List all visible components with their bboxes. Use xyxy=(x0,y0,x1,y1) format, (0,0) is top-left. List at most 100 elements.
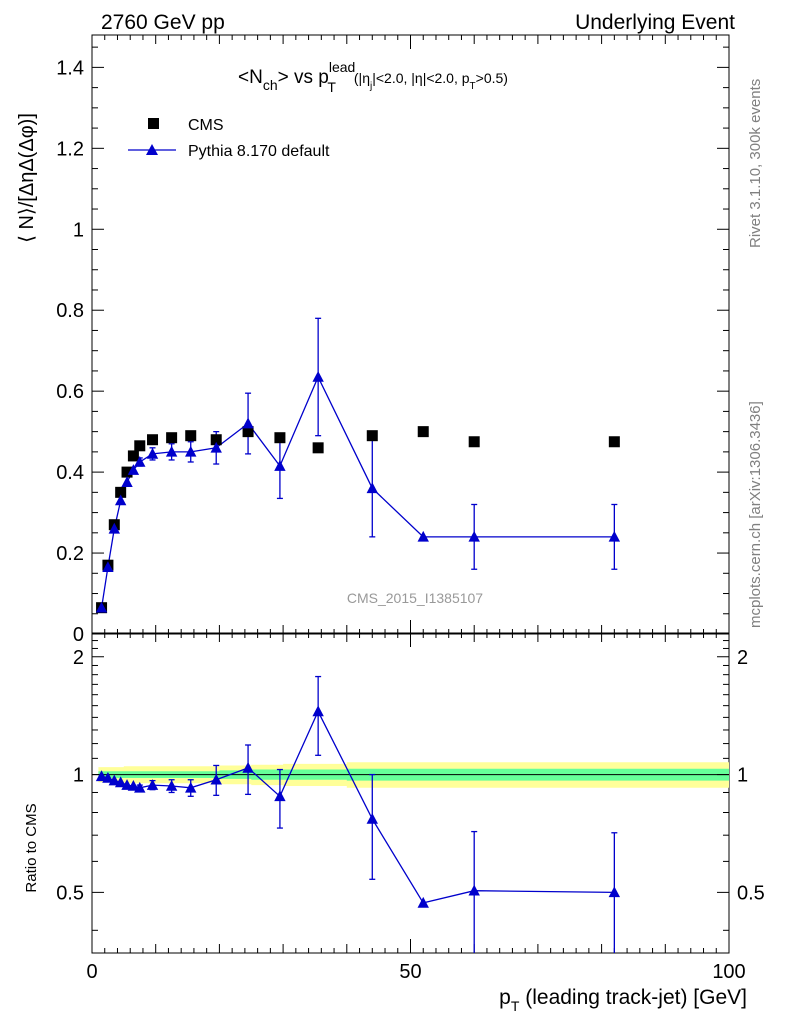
cms-point xyxy=(147,434,159,446)
formula-sub-j: j xyxy=(369,81,372,92)
legend-cms-marker xyxy=(148,118,159,129)
x-axis-label-sub: T xyxy=(511,998,520,1014)
y-tick-label: 0.8 xyxy=(56,300,84,322)
ratio-pythia-point xyxy=(108,774,120,786)
cms-point xyxy=(366,430,378,442)
ratio-pythia-point xyxy=(274,790,286,802)
mcplots-label: mcplots.cern.ch [arXiv:1306.3436] xyxy=(747,401,764,628)
ratio-tick-label-right: 0.5 xyxy=(737,882,765,904)
cms-point xyxy=(242,426,254,438)
x-tick-label: 50 xyxy=(399,961,421,983)
cms-point xyxy=(185,430,197,442)
pythia-point xyxy=(95,601,108,613)
x-ticks: 0 50 100 xyxy=(86,35,746,983)
ratio-pythia-point xyxy=(468,884,480,896)
y-tick-label: 0 xyxy=(73,624,84,646)
pythia-point xyxy=(165,445,178,457)
x-axis-label: pT (leading track-jet) [GeV] xyxy=(499,986,747,1014)
formula-part1: <N xyxy=(238,67,263,88)
legend-pythia-label: Pythia 8.170 default xyxy=(188,143,330,160)
formula-sub-ch: ch xyxy=(263,77,278,93)
ratio-tick-label: 0.5 xyxy=(56,882,84,904)
pythia-point xyxy=(146,447,159,459)
ratio-tick-label: 2 xyxy=(73,647,84,669)
y-tick-label: 0.4 xyxy=(56,462,84,484)
ratio-pythia-point xyxy=(242,761,254,773)
pythia-point xyxy=(242,417,254,429)
ratio-pythia-point xyxy=(127,779,140,791)
ratio-pythia-point xyxy=(185,781,197,793)
x-tick-label: 0 xyxy=(86,961,97,983)
header-right: Underlying Event xyxy=(575,11,735,34)
pythia-point xyxy=(102,561,114,573)
ratio-pythia-point xyxy=(114,776,127,788)
ratio-tick-label-right: 1 xyxy=(737,765,748,787)
ratio-pythia-point xyxy=(366,812,378,824)
ratio-pythia-point xyxy=(146,779,159,790)
x-tick-label: 100 xyxy=(712,961,745,983)
main-series-layer xyxy=(95,317,621,614)
x-axis-label-p: p xyxy=(499,986,511,1009)
pythia-point xyxy=(114,494,127,506)
ratio-pythia-point xyxy=(417,896,429,908)
ratio-pythia-point xyxy=(134,781,146,793)
formula-sub-t: T xyxy=(327,79,336,95)
ratio-pythia-point xyxy=(102,771,114,783)
y-tick-label: 1.4 xyxy=(56,57,84,79)
cms-point xyxy=(121,466,133,478)
ratio-y-ticks: 0.5 0.5 1 1 2 2 xyxy=(56,640,765,931)
cms-point xyxy=(468,436,480,448)
ratio-pythia-point xyxy=(608,886,621,898)
pythia-point xyxy=(608,530,621,542)
pythia-line xyxy=(100,375,615,608)
cms-point xyxy=(312,442,324,454)
cms-point xyxy=(417,426,429,438)
ratio-pythia-line xyxy=(101,709,615,904)
ratio-y-axis-label: Ratio to CMS xyxy=(23,803,40,892)
ratio-tick-label: 1 xyxy=(73,765,84,787)
rivet-label: Rivet 3.1.10, 300k events xyxy=(747,79,764,248)
pythia-point xyxy=(312,370,324,382)
formula-cuts-a: (|η xyxy=(354,70,370,86)
pythia-point xyxy=(121,476,133,488)
formula-part2: > vs p xyxy=(278,67,329,88)
ratio-pythia-point xyxy=(312,705,324,717)
cms-point xyxy=(274,432,286,444)
pythia-point xyxy=(468,530,480,542)
main-y-ticks: 0 0.2 0.4 0.6 0.8 1 1.2 1.4 xyxy=(56,46,729,646)
formula-cuts-b: |<2.0, |η|<2.0, p xyxy=(372,70,470,86)
formula-sub-t2: T xyxy=(470,81,476,92)
main-y-axis-label: ⟨ N⟩/[ΔηΔ(Δφ)] xyxy=(16,113,38,243)
pythia-point xyxy=(366,482,378,494)
ratio-pythia-point xyxy=(165,779,178,791)
y-tick-label: 0.6 xyxy=(56,381,84,403)
pythia-point xyxy=(417,530,429,542)
y-tick-label: 1 xyxy=(73,219,84,241)
pythia-point xyxy=(108,522,120,534)
pythia-point xyxy=(127,464,140,475)
pythia-point xyxy=(274,460,286,471)
ratio-tick-label-right: 2 xyxy=(737,647,748,669)
x-axis-label-rest: (leading track-jet) [GeV] xyxy=(519,986,747,1009)
formula-sup-lead: lead xyxy=(329,59,355,75)
cms-point xyxy=(134,440,146,452)
pythia-point xyxy=(210,441,222,453)
cms-point xyxy=(115,486,127,498)
y-tick-label: 1.2 xyxy=(56,138,84,160)
cms-point xyxy=(210,434,222,446)
cms-point xyxy=(166,432,178,444)
plot-formula: <Nch> vs plead T(|ηj|<2.0, |η|<2.0, pT>0.… xyxy=(238,59,508,95)
y-tick-label: 0.2 xyxy=(56,543,84,565)
analysis-watermark: CMS_2015_I1385107 xyxy=(347,590,483,606)
cms-point xyxy=(127,450,139,462)
legend-cms-label: CMS xyxy=(188,117,224,134)
pythia-point xyxy=(185,445,197,457)
header-left: 2760 GeV pp xyxy=(101,11,225,34)
cms-point xyxy=(608,436,620,448)
ratio-pythia-point xyxy=(210,773,222,785)
formula-cuts-c: >0.5) xyxy=(476,70,508,86)
pythia-point xyxy=(134,455,146,467)
ratio-pythia-point xyxy=(95,770,108,782)
legend-pythia-marker xyxy=(146,144,158,155)
